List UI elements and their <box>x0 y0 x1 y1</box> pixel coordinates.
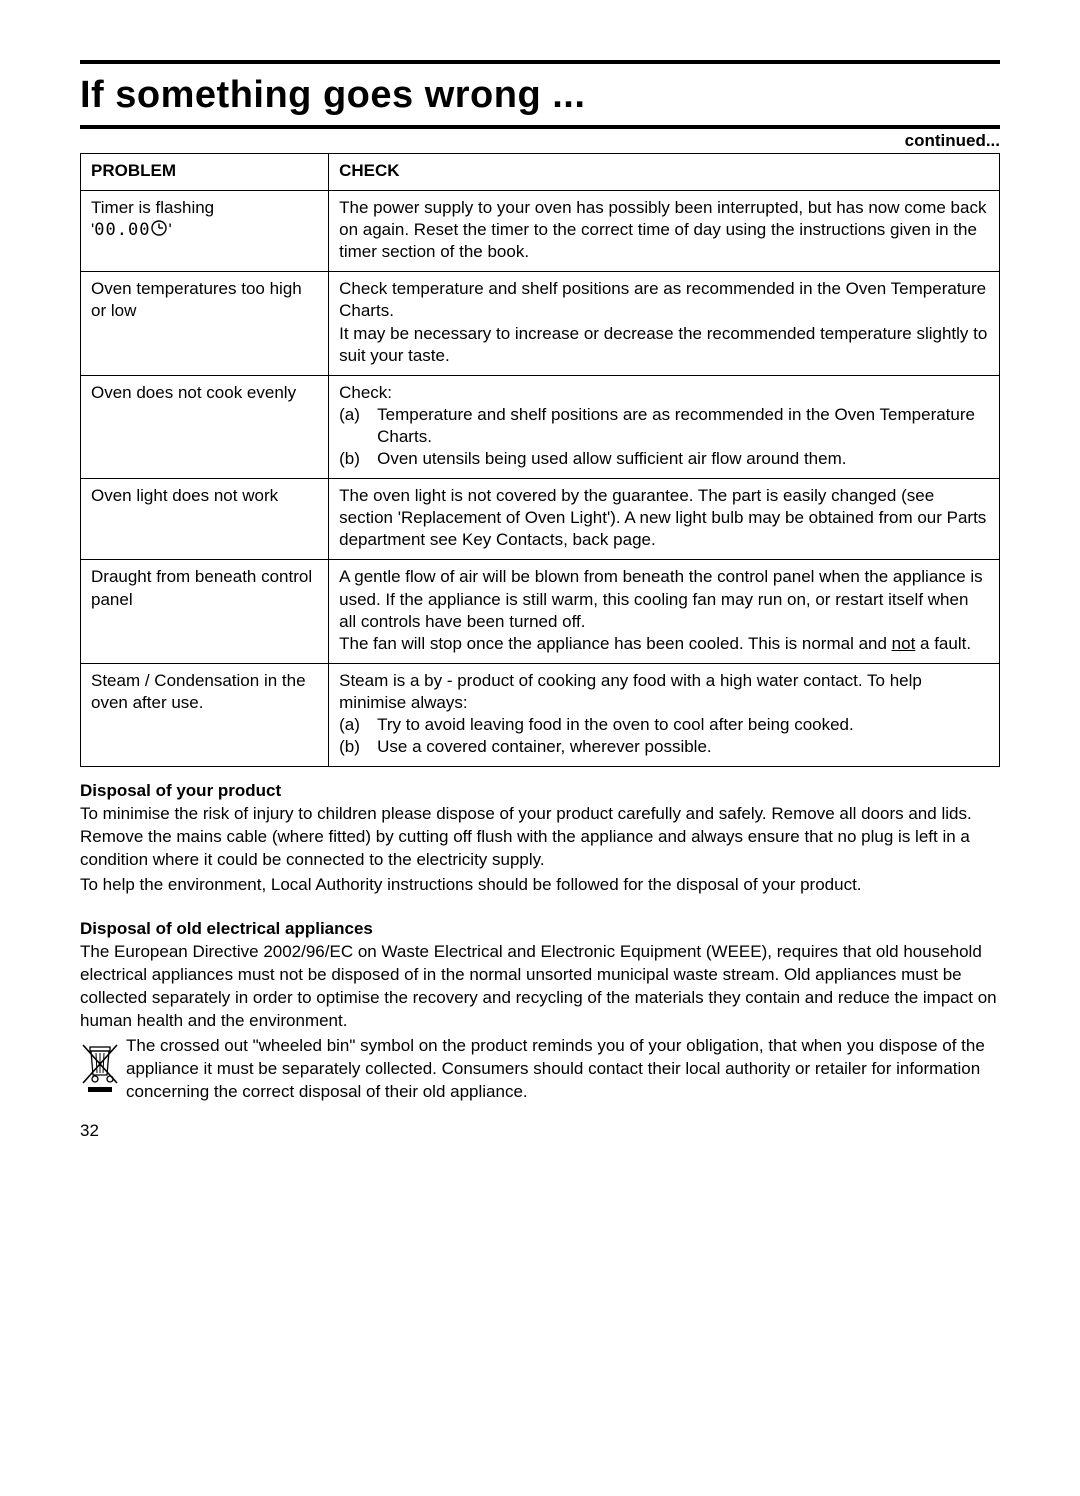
list-item: (a) Temperature and shelf positions are … <box>339 404 989 448</box>
table-row: Timer is flashing '00.00' The power supp… <box>81 191 1000 272</box>
cell-problem: Timer is flashing '00.00' <box>81 191 329 272</box>
cell-check: A gentle flow of air will be blown from … <box>329 560 1000 663</box>
cell-problem: Oven temperatures too high or low <box>81 272 329 375</box>
cell-problem: Oven does not cook evenly <box>81 375 329 478</box>
list-label: (b) <box>339 448 377 470</box>
title-underline <box>80 125 1000 129</box>
disposal-weee-heading: Disposal of old electrical appliances <box>80 919 1000 939</box>
problem-text-line1: Timer is flashing <box>91 198 214 217</box>
timer-flash-display: '00.00' <box>91 219 172 243</box>
cell-check: Check: (a) Temperature and shelf positio… <box>329 375 1000 478</box>
list-text: Try to avoid leaving food in the oven to… <box>377 714 854 736</box>
weee-symbol-row: The crossed out "wheeled bin" symbol on … <box>80 1035 1000 1104</box>
timer-digits: 00.00 <box>94 220 150 240</box>
cell-problem: Oven light does not work <box>81 479 329 560</box>
table-row: Oven light does not work The oven light … <box>81 479 1000 560</box>
continued-label: continued... <box>80 131 1000 151</box>
disposal-product-p1: To minimise the risk of injury to childr… <box>80 803 1000 872</box>
list-item: (b) Use a covered container, wherever po… <box>339 736 989 758</box>
check-intro: Check: <box>339 383 392 402</box>
header-check: Check <box>329 154 1000 191</box>
header-problem: Problem <box>81 154 329 191</box>
list-label: (a) <box>339 714 377 736</box>
list-label: (b) <box>339 736 377 758</box>
list-label: (a) <box>339 404 377 448</box>
disposal-product-p2: To help the environment, Local Authority… <box>80 874 1000 897</box>
list-item: (a) Try to avoid leaving food in the ove… <box>339 714 989 736</box>
page-content: If something goes wrong ... continued...… <box>0 0 1080 1181</box>
page-title: If something goes wrong ... <box>80 74 1000 117</box>
cell-check: Steam is a by - product of cooking any f… <box>329 663 1000 766</box>
quote-close: ' <box>168 220 171 239</box>
disposal-weee-p1: The European Directive 2002/96/EC on Was… <box>80 941 1000 1033</box>
top-rule <box>80 60 1000 64</box>
table-row: Steam / Condensation in the oven after u… <box>81 663 1000 766</box>
check-text: A gentle flow of air will be blown from … <box>339 567 983 630</box>
table-header-row: Problem Check <box>81 154 1000 191</box>
troubleshooting-table: Problem Check Timer is flashing '00.00' … <box>80 153 1000 767</box>
wheeled-bin-icon <box>80 1035 126 1098</box>
page-number: 32 <box>80 1121 1000 1141</box>
table-row: Draught from beneath control panel A gen… <box>81 560 1000 663</box>
cell-problem: Draught from beneath control panel <box>81 560 329 663</box>
disposal-weee-p2: The crossed out "wheeled bin" symbol on … <box>126 1035 1000 1104</box>
underlined-word: not <box>892 634 916 653</box>
table-row: Oven does not cook evenly Check: (a) Tem… <box>81 375 1000 478</box>
check-text-post: a fault. <box>915 634 971 653</box>
table-row: Oven temperatures too high or low Check … <box>81 272 1000 375</box>
cell-check: The power supply to your oven has possib… <box>329 191 1000 272</box>
clock-icon <box>150 219 168 243</box>
cell-check: Check temperature and shelf positions ar… <box>329 272 1000 375</box>
check-text: It may be necessary to increase or decre… <box>339 324 987 365</box>
disposal-product-heading: Disposal of your product <box>80 781 1000 801</box>
check-text: The fan will stop once the appliance has… <box>339 634 971 653</box>
cell-problem: Steam / Condensation in the oven after u… <box>81 663 329 766</box>
list-item: (b) Oven utensils being used allow suffi… <box>339 448 989 470</box>
cell-check: The oven light is not covered by the gua… <box>329 479 1000 560</box>
check-text-pre: The fan will stop once the appliance has… <box>339 634 892 653</box>
check-text: Check temperature and shelf positions ar… <box>339 279 986 320</box>
check-intro: Steam is a by - product of cooking any f… <box>339 671 922 712</box>
list-text: Temperature and shelf positions are as r… <box>377 404 989 448</box>
list-text: Oven utensils being used allow sufficien… <box>377 448 846 470</box>
list-text: Use a covered container, wherever possib… <box>377 736 712 758</box>
